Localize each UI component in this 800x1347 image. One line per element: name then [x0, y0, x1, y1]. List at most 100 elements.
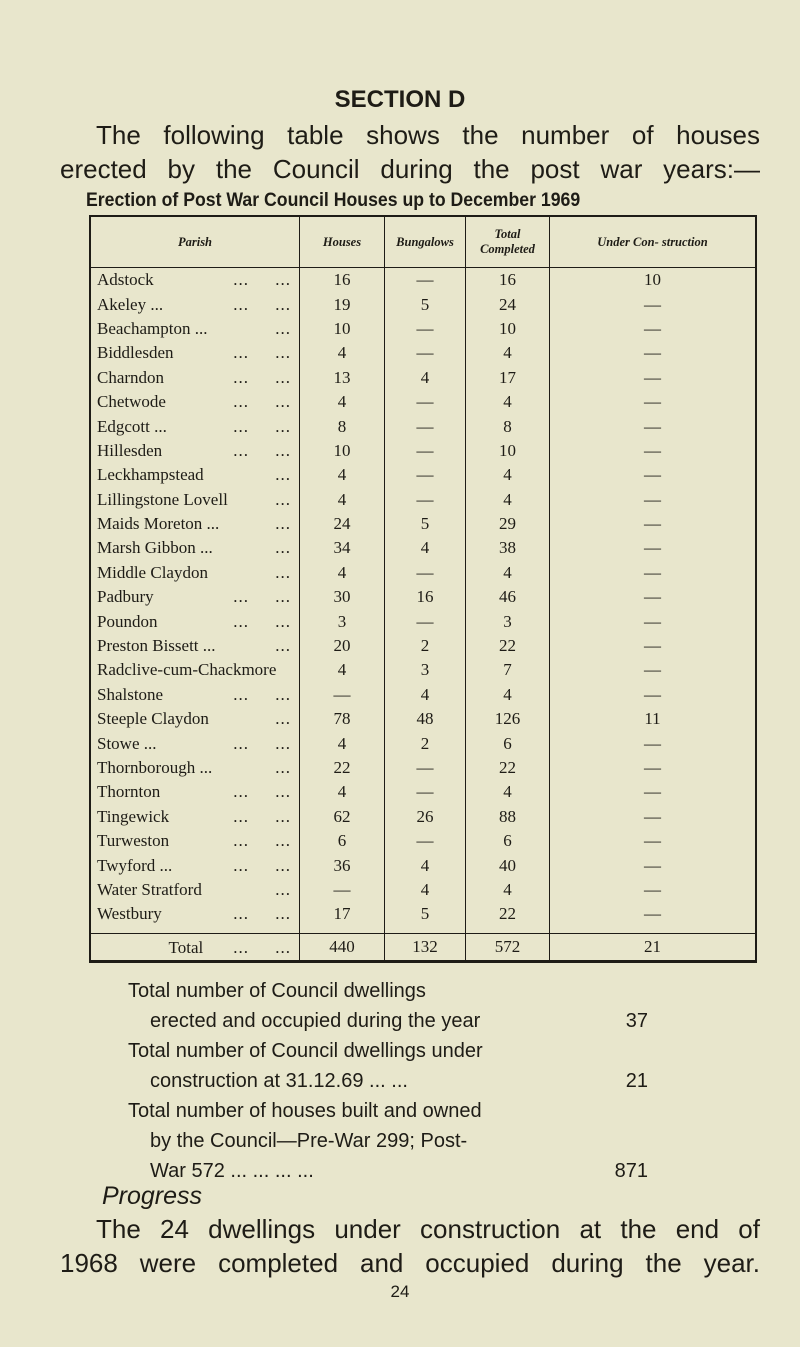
- summary-value: 21: [625, 1070, 648, 1092]
- total-completed-cell: 38: [465, 536, 550, 561]
- table-row: Padbury ... ... 30 16 46—: [91, 585, 755, 610]
- total-completed-cell: 10: [465, 438, 550, 464]
- parish-name: Water Stratford: [97, 879, 202, 899]
- section-title: SECTION D: [334, 86, 466, 113]
- parish-cell-content: Steeple Claydon...: [91, 707, 299, 731]
- houses-cell: 4: [299, 560, 385, 586]
- parish-cell-content: Akeley ... ... ...: [91, 293, 299, 317]
- under-construction-cell: 11: [549, 707, 755, 732]
- summary-text: erected and occupied during the year: [150, 1010, 481, 1032]
- houses-cell: 4: [299, 389, 385, 415]
- table-divider: [91, 926, 755, 934]
- under-construction-cell: —: [549, 585, 755, 610]
- parish-cell: Charndon ... ...: [91, 366, 300, 390]
- leader-dots: ... ...: [233, 587, 291, 607]
- header-bungalows: Bungalows: [384, 217, 466, 268]
- parish-cell: Shalstone ... ...: [91, 683, 300, 707]
- under-construction-cell: —: [549, 414, 755, 439]
- parish-name: Chetwode: [97, 392, 166, 412]
- parish-cell: Biddlesden ... ...: [91, 341, 300, 365]
- intro-line: The following table shows the number of …: [96, 120, 760, 150]
- houses-cell: 10: [299, 316, 385, 342]
- summary-line: erected and occupied during the year 37: [128, 1006, 648, 1036]
- leader-dots: ...: [275, 758, 291, 777]
- bungalows-cell: 26: [384, 804, 466, 829]
- table-row: Marsh Gibbon ...... 34 4 38—: [91, 536, 755, 561]
- under-construction-cell: —: [549, 316, 755, 342]
- parish-cell: Padbury ... ...: [91, 585, 300, 609]
- table-row: Charndon ... ... 13 4 17—: [91, 365, 755, 390]
- parish-cell: Westbury ... ...: [91, 902, 300, 926]
- total-completed-cell: 88: [465, 804, 550, 829]
- houses-cell: —: [299, 682, 385, 708]
- parish-cell-content: Lillingstone Lovell...: [91, 488, 299, 512]
- table-row: Water Stratford... —4 4—: [91, 877, 755, 903]
- total-completed-cell: 6: [465, 731, 550, 756]
- leader-dots: ...: [275, 709, 291, 729]
- total-completed-cell: 8: [465, 414, 550, 439]
- parish-cell: Hillesden ... ...: [91, 439, 300, 463]
- leader-dots: ...: [275, 318, 291, 338]
- under-construction-cell: —: [549, 341, 755, 366]
- parish-cell: Adstock ... ...: [91, 268, 300, 293]
- parish-name: Tingewick: [97, 806, 170, 826]
- parish-name: Maids Moreton ...: [97, 514, 220, 534]
- table-row: Maids Moreton ...... 24 5 29—: [91, 511, 755, 537]
- table-row: Steeple Claydon... 78 48 126 11: [91, 707, 755, 732]
- bungalows-cell: 5: [384, 902, 466, 927]
- houses-cell: 4: [299, 463, 385, 488]
- bungalows-cell: 3: [384, 658, 466, 683]
- intro-paragraph: The following table shows the number of …: [60, 118, 760, 186]
- under-construction-cell: —: [549, 560, 755, 586]
- table-row: Biddlesden... ... 4—4—: [91, 341, 755, 366]
- table-row: Adstock... ... 16—16 10: [91, 267, 755, 293]
- bungalows-cell: 48: [384, 707, 466, 732]
- parish-cell-content: Biddlesden ... ...: [91, 341, 299, 365]
- under-construction-cell: —: [549, 438, 755, 464]
- parish-cell: Maids Moreton ......: [91, 512, 300, 536]
- table-row: Edgcott ...... ... 8—8—: [91, 414, 755, 439]
- total-completed-cell: 7: [465, 658, 550, 683]
- parish-cell-content: Thornton ... ...: [91, 780, 299, 804]
- parish-cell: Stowe ... ... ...: [91, 731, 300, 755]
- bungalows-cell: —: [384, 828, 466, 854]
- parish-cell-content: Westbury ... ...: [91, 902, 299, 926]
- under-construction-cell: —: [549, 658, 755, 683]
- under-construction-cell: —: [549, 389, 755, 415]
- bungalows-cell: 16: [384, 585, 466, 610]
- houses-cell: 19: [299, 292, 385, 317]
- table-row: Hillesden... ... 10—10—: [91, 438, 755, 464]
- leader-dots: ... ...: [233, 684, 291, 704]
- total-completed-cell: 6: [465, 828, 550, 854]
- progress-paragraph: The 24 dwellings under construction at t…: [60, 1212, 760, 1280]
- under-construction-cell: —: [549, 682, 755, 708]
- houses-cell: 3: [299, 609, 385, 634]
- bungalows-cell: —: [384, 755, 466, 781]
- leader-dots: ... ...: [233, 392, 291, 412]
- summary-text: War 572 ... ... ... ...: [150, 1160, 314, 1182]
- total-completed-cell: 4: [465, 389, 550, 415]
- houses-table: Parish Houses Bungalows Total Completed …: [89, 215, 757, 963]
- houses-cell: 20: [299, 633, 385, 659]
- parish-name: Twyford ...: [97, 855, 173, 875]
- leader-dots: ... ...: [233, 904, 291, 924]
- summary-line: Total number of Council dwellings: [128, 976, 648, 1006]
- divider-cell: [299, 926, 385, 934]
- summary-line: Total number of houses built and owned: [128, 1096, 648, 1126]
- parish-cell-content: Beachampton ......: [91, 317, 299, 341]
- header-houses: Houses: [299, 217, 385, 268]
- summary-block: Total number of Council dwellings erected…: [128, 976, 648, 1186]
- summary-line: construction at 31.12.69 ... ... 21: [128, 1066, 648, 1096]
- total-under-construction: 21: [549, 933, 755, 960]
- parish-cell: Preston Bissett ......: [91, 634, 300, 658]
- table-row: Shalstone... ... —4 4—: [91, 682, 755, 708]
- under-construction-cell: —: [549, 902, 755, 927]
- parish-name: Biddlesden: [97, 343, 174, 363]
- table-row: Thornton... ... 4—4—: [91, 780, 755, 805]
- total-completed-cell: 24: [465, 292, 550, 317]
- table-row: Lillingstone Lovell... 4—4—: [91, 487, 755, 512]
- parish-cell: Middle Claydon...: [91, 561, 300, 585]
- leader-dots: ... ...: [233, 806, 291, 826]
- header-under-construction: Under Con- struction: [549, 217, 755, 268]
- houses-cell: 34: [299, 536, 385, 561]
